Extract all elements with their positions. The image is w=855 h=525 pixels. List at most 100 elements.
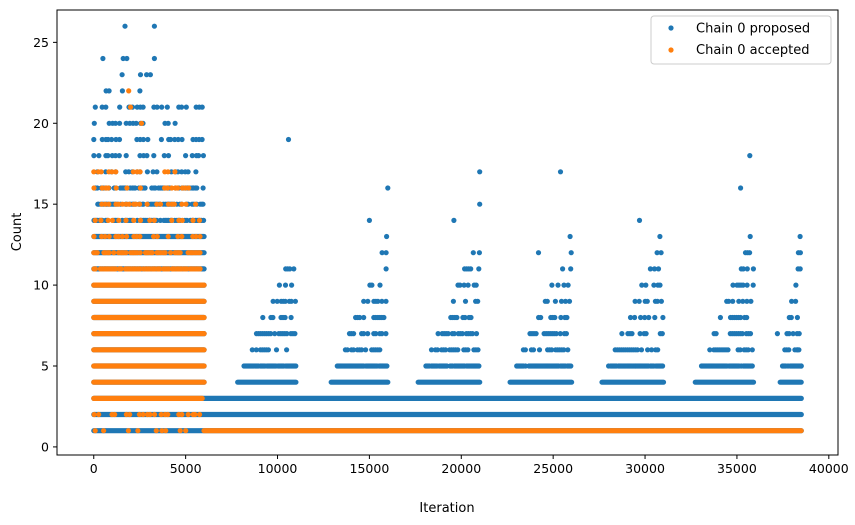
accepted-point: [147, 217, 153, 223]
proposed-point: [738, 185, 744, 191]
proposed-point: [476, 363, 482, 369]
proposed-point: [549, 282, 555, 288]
proposed-point: [357, 314, 363, 321]
proposed-point: [797, 250, 804, 256]
proposed-point: [462, 298, 469, 304]
proposed-point: [179, 136, 185, 143]
proposed-point: [292, 298, 298, 304]
legend-box: [650, 15, 832, 65]
proposed-point: [137, 72, 144, 78]
proposed-point: [116, 153, 122, 159]
y-axis-label: Count: [10, 213, 25, 252]
legend-marker-accepted: [668, 47, 674, 53]
proposed-point: [649, 347, 655, 353]
accepted-point: [179, 411, 185, 418]
proposed-point: [455, 347, 461, 353]
proposed-point: [344, 347, 350, 353]
x-tick-label: 5000: [170, 461, 202, 476]
proposed-point: [538, 314, 544, 321]
proposed-point: [469, 331, 476, 337]
proposed-point: [183, 153, 189, 159]
legend: Chain 0 proposed Chain 0 accepted: [650, 15, 832, 65]
proposed-point: [725, 347, 731, 353]
accepted-point: [165, 233, 171, 240]
accepted-point: [153, 428, 159, 434]
proposed-point: [738, 314, 744, 321]
x-tick-label: 20000: [441, 461, 481, 476]
proposed-point: [726, 298, 732, 304]
accepted-point: [183, 428, 189, 434]
proposed-point: [642, 314, 648, 321]
proposed-point: [185, 169, 191, 175]
accepted-point: [186, 185, 192, 191]
proposed-point: [379, 298, 385, 304]
accepted-point: [151, 233, 157, 240]
proposed-point: [797, 266, 803, 272]
accepted-point: [124, 185, 130, 191]
y-axis: 0 5 10 15 20 25: [33, 35, 57, 454]
accepted-point: [106, 250, 112, 256]
accepted-point: [169, 217, 175, 223]
proposed-point: [568, 250, 574, 256]
proposed-point: [165, 120, 171, 126]
proposed-point: [379, 250, 385, 256]
proposed-point: [473, 331, 480, 337]
accepted-point: [169, 185, 175, 191]
accepted-point: [126, 201, 132, 207]
proposed-point: [253, 347, 259, 353]
proposed-point: [796, 347, 802, 353]
data-points-layer: [91, 23, 804, 434]
proposed-point: [557, 331, 563, 337]
proposed-point: [112, 153, 119, 159]
accepted-point: [154, 233, 160, 240]
proposed-point: [558, 314, 564, 321]
proposed-point: [260, 314, 266, 321]
proposed-point: [549, 347, 555, 353]
proposed-point: [445, 331, 451, 337]
proposed-point: [282, 298, 288, 304]
proposed-point: [91, 411, 804, 418]
accepted-point: [92, 266, 98, 272]
proposed-point: [629, 331, 635, 337]
proposed-point: [654, 298, 661, 304]
proposed-point: [116, 136, 123, 143]
accepted-point: [140, 411, 146, 418]
accepted-point: [164, 185, 171, 191]
accepted-point: [127, 411, 133, 418]
x-tick-label: 35000: [717, 461, 757, 476]
proposed-point: [750, 282, 756, 288]
accepted-point: [162, 250, 168, 256]
proposed-point: [265, 347, 271, 353]
proposed-point: [777, 379, 804, 385]
proposed-point: [361, 331, 367, 337]
proposed-point: [565, 347, 571, 353]
accepted-point: [190, 217, 196, 223]
proposed-point: [201, 217, 207, 223]
proposed-point: [553, 331, 559, 337]
x-axis: 0 5000 10000 15000 20000 25000 30000 35000 40000: [90, 455, 849, 476]
proposed-point: [384, 233, 390, 240]
proposed-point: [154, 104, 160, 110]
accepted-point: [131, 217, 137, 223]
accepted-point: [137, 250, 143, 256]
proposed-point: [557, 169, 564, 175]
proposed-point: [747, 331, 754, 337]
x-axis-label: Iteration: [419, 501, 474, 516]
accepted-point: [149, 250, 155, 256]
proposed-point: [470, 250, 476, 256]
proposed-point: [644, 298, 650, 304]
accepted-point: [147, 411, 153, 418]
proposed-point: [658, 298, 665, 304]
accepted-point: [113, 266, 119, 272]
proposed-point: [638, 314, 644, 321]
proposed-point: [175, 136, 181, 143]
proposed-point: [109, 136, 115, 143]
proposed-point: [459, 331, 465, 337]
proposed-point: [627, 314, 634, 321]
proposed-point: [654, 250, 660, 256]
proposed-point: [383, 250, 389, 256]
proposed-point: [619, 331, 625, 337]
proposed-point: [794, 314, 801, 321]
proposed-point: [744, 314, 750, 321]
accepted-point: [197, 233, 203, 240]
